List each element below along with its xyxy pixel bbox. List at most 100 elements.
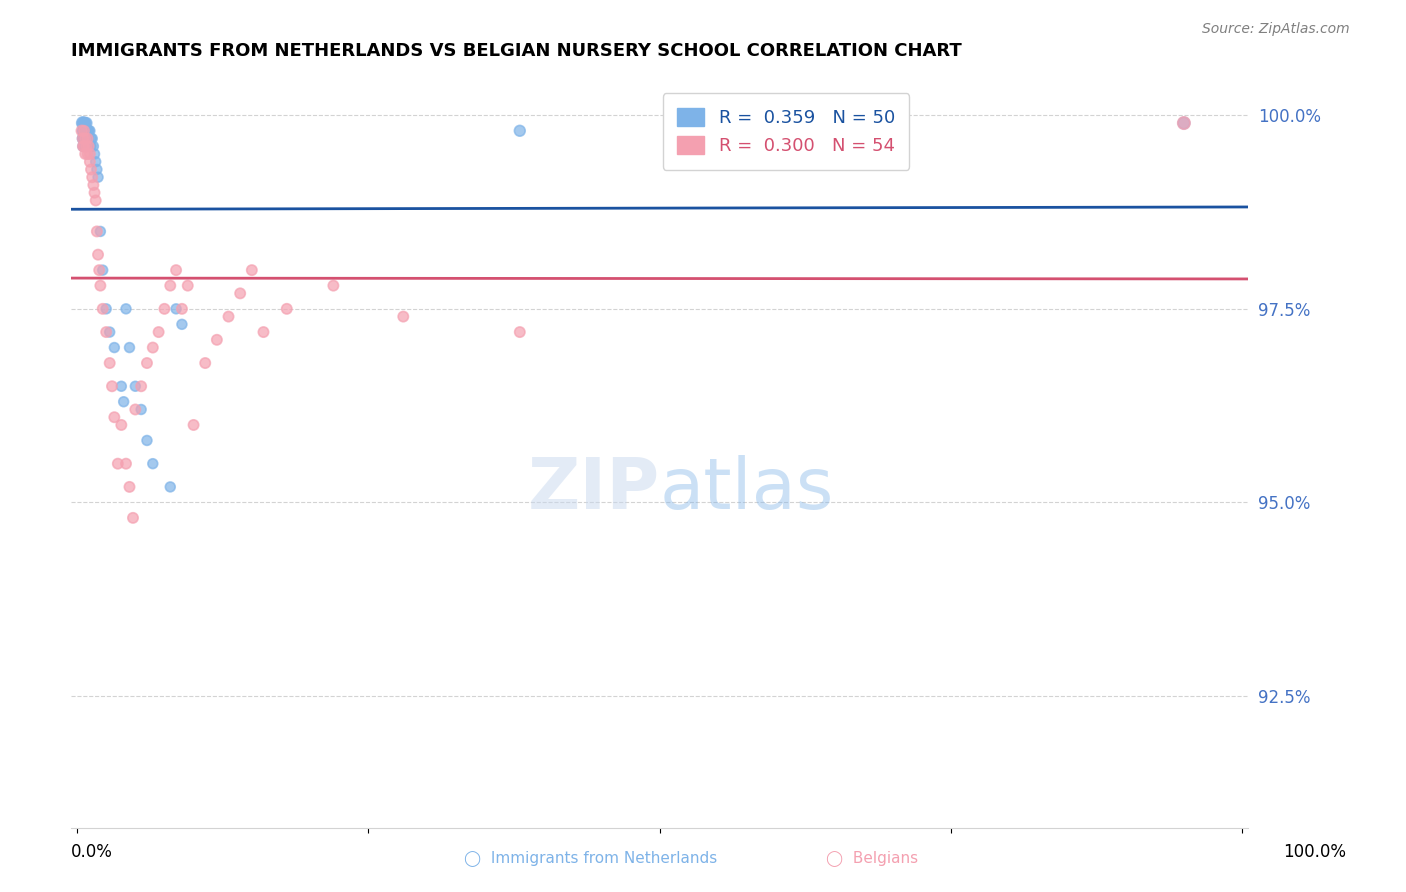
Belgians xyxy=(153,301,176,316)
Belgians xyxy=(82,170,104,185)
Belgians xyxy=(170,301,193,316)
Immigrants from Netherlands xyxy=(82,139,104,153)
Immigrants from Netherlands xyxy=(91,263,114,277)
Immigrants from Netherlands xyxy=(72,116,94,130)
Immigrants from Netherlands xyxy=(73,131,96,145)
Immigrants from Netherlands xyxy=(82,131,104,145)
Belgians xyxy=(136,356,159,370)
Belgians xyxy=(110,417,132,432)
Immigrants from Netherlands xyxy=(96,301,118,316)
Immigrants from Netherlands xyxy=(73,139,96,153)
Belgians xyxy=(96,325,118,339)
Belgians xyxy=(129,379,152,393)
Immigrants from Netherlands xyxy=(115,301,138,316)
Immigrants from Netherlands xyxy=(118,341,141,355)
Immigrants from Netherlands xyxy=(1173,116,1195,130)
Immigrants from Netherlands xyxy=(75,124,97,138)
Immigrants from Netherlands xyxy=(103,341,125,355)
Immigrants from Netherlands xyxy=(509,124,531,138)
Immigrants from Netherlands xyxy=(72,116,94,130)
Belgians xyxy=(1173,116,1195,130)
Belgians xyxy=(76,131,98,145)
Belgians xyxy=(87,247,110,261)
Belgians xyxy=(91,301,114,316)
Belgians xyxy=(72,139,94,153)
Belgians xyxy=(142,341,165,355)
Belgians xyxy=(107,457,129,471)
Text: ◯  Belgians: ◯ Belgians xyxy=(825,850,918,866)
Belgians xyxy=(194,356,217,370)
Immigrants from Netherlands xyxy=(86,162,108,177)
Belgians xyxy=(124,402,146,417)
Belgians xyxy=(82,178,104,192)
Immigrants from Netherlands xyxy=(83,147,105,161)
Immigrants from Netherlands xyxy=(80,139,103,153)
Belgians xyxy=(75,139,97,153)
Belgians xyxy=(276,301,298,316)
Immigrants from Netherlands xyxy=(142,457,165,471)
Immigrants from Netherlands xyxy=(136,434,159,448)
Text: 100.0%: 100.0% xyxy=(1284,843,1346,861)
Text: ZIP: ZIP xyxy=(527,455,659,524)
Belgians xyxy=(509,325,531,339)
Belgians xyxy=(75,147,97,161)
Legend: R =  0.359   N = 50, R =  0.300   N = 54: R = 0.359 N = 50, R = 0.300 N = 54 xyxy=(662,93,910,169)
Immigrants from Netherlands xyxy=(159,480,181,494)
Belgians xyxy=(205,333,228,347)
Belgians xyxy=(86,224,108,238)
Belgians xyxy=(165,263,187,277)
Belgians xyxy=(118,480,141,494)
Belgians xyxy=(183,417,205,432)
Immigrants from Netherlands xyxy=(110,379,132,393)
Immigrants from Netherlands xyxy=(89,224,111,238)
Immigrants from Netherlands xyxy=(75,116,97,130)
Immigrants from Netherlands xyxy=(72,131,94,145)
Text: IMMIGRANTS FROM NETHERLANDS VS BELGIAN NURSERY SCHOOL CORRELATION CHART: IMMIGRANTS FROM NETHERLANDS VS BELGIAN N… xyxy=(72,42,962,60)
Immigrants from Netherlands xyxy=(79,139,101,153)
Immigrants from Netherlands xyxy=(73,116,96,130)
Belgians xyxy=(218,310,240,324)
Immigrants from Netherlands xyxy=(84,154,107,169)
Belgians xyxy=(322,278,344,293)
Immigrants from Netherlands xyxy=(72,124,94,138)
Belgians xyxy=(252,325,274,339)
Immigrants from Netherlands xyxy=(87,170,110,185)
Belgians xyxy=(392,310,415,324)
Belgians xyxy=(80,162,103,177)
Belgians xyxy=(101,379,124,393)
Text: 0.0%: 0.0% xyxy=(70,843,112,861)
Immigrants from Netherlands xyxy=(75,131,97,145)
Belgians xyxy=(72,131,94,145)
Belgians xyxy=(103,410,125,425)
Immigrants from Netherlands xyxy=(75,131,97,145)
Belgians xyxy=(76,147,98,161)
Immigrants from Netherlands xyxy=(77,124,100,138)
Belgians xyxy=(70,124,93,138)
Immigrants from Netherlands xyxy=(77,131,100,145)
Belgians xyxy=(122,511,145,525)
Immigrants from Netherlands xyxy=(124,379,146,393)
Belgians xyxy=(89,278,111,293)
Immigrants from Netherlands xyxy=(72,131,94,145)
Immigrants from Netherlands xyxy=(76,131,98,145)
Immigrants from Netherlands xyxy=(80,131,103,145)
Belgians xyxy=(84,194,107,208)
Immigrants from Netherlands xyxy=(165,301,187,316)
Belgians xyxy=(73,139,96,153)
Text: Source: ZipAtlas.com: Source: ZipAtlas.com xyxy=(1202,22,1350,37)
Immigrants from Netherlands xyxy=(129,402,152,417)
Belgians xyxy=(79,154,101,169)
Immigrants from Netherlands xyxy=(79,124,101,138)
Immigrants from Netherlands xyxy=(72,124,94,138)
Immigrants from Netherlands xyxy=(170,318,193,332)
Immigrants from Netherlands xyxy=(73,124,96,138)
Immigrants from Netherlands xyxy=(75,124,97,138)
Belgians xyxy=(177,278,200,293)
Belgians xyxy=(89,263,111,277)
Immigrants from Netherlands xyxy=(98,325,121,339)
Belgians xyxy=(229,286,252,301)
Immigrants from Netherlands xyxy=(76,124,98,138)
Belgians xyxy=(115,457,138,471)
Belgians xyxy=(148,325,170,339)
Immigrants from Netherlands xyxy=(112,394,135,409)
